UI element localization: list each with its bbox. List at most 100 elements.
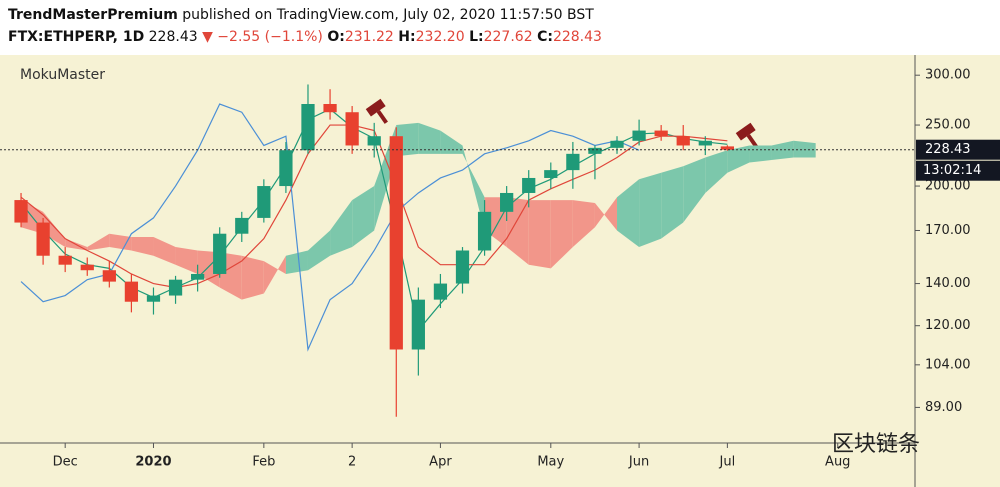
- cloud-segment: [617, 179, 640, 248]
- ohlc-key: C:: [537, 29, 553, 45]
- y-tick-label: 200.00: [925, 179, 971, 194]
- ohlc-key: L:: [469, 29, 484, 45]
- price: 228.43: [148, 29, 198, 45]
- candle-body: [632, 130, 646, 141]
- candle-body: [191, 273, 205, 280]
- cloud-segment: [131, 236, 154, 256]
- candle-body: [477, 211, 492, 251]
- cloud-segment: [109, 233, 132, 251]
- cloud-segment: [594, 197, 618, 231]
- candle-body: [698, 140, 712, 146]
- candle-body: [58, 255, 72, 265]
- candle-body: [146, 295, 161, 302]
- candle-body: [257, 186, 271, 218]
- y-tick-label: 140.00: [925, 276, 971, 291]
- candle-body: [345, 112, 359, 146]
- cloud-segment: [506, 197, 529, 265]
- cloud-segment: [683, 157, 706, 223]
- candle-body: [676, 136, 690, 146]
- cloud-segment: [87, 233, 110, 251]
- candle-body: [654, 130, 668, 137]
- cloud-segment: [418, 122, 441, 154]
- gavel-icon: [365, 98, 388, 124]
- x-tick-label: Aug: [825, 455, 850, 470]
- cloud-segment: [572, 200, 595, 248]
- candle-body: [588, 147, 602, 154]
- header-line: TrendMasterPremium published on TradingV…: [8, 4, 602, 26]
- ohlc-key: H:: [398, 29, 416, 45]
- cloud-segment: [352, 186, 375, 248]
- cloud-segment: [661, 166, 684, 239]
- cloud-segment: [771, 140, 794, 160]
- x-tick-label: 2: [348, 455, 356, 470]
- x-tick-label: Jul: [719, 455, 736, 470]
- candle-body: [80, 264, 94, 271]
- candle-body: [323, 104, 337, 113]
- y-tick-label: 89.00: [925, 400, 962, 415]
- cloud-segment: [241, 255, 264, 300]
- candle-body: [720, 146, 734, 150]
- gavel-icon: [735, 122, 758, 148]
- header: TrendMasterPremium published on TradingV…: [8, 4, 602, 48]
- y-tick-label: 120.00: [925, 318, 971, 333]
- cloud-segment: [550, 200, 573, 269]
- cloud-segment: [639, 172, 662, 248]
- candle-body: [301, 104, 315, 151]
- candle-body: [213, 233, 227, 274]
- cloud-segment: [749, 145, 772, 163]
- cloud-segment: [330, 200, 353, 256]
- candle-body: [500, 192, 514, 212]
- symbol: FTX:ETHPERP, 1D: [8, 29, 145, 45]
- ohlc-value: 231.22: [344, 29, 394, 45]
- watermark: 区块链条: [832, 432, 920, 457]
- author: TrendMasterPremium: [8, 7, 178, 23]
- candle-body: [411, 299, 425, 350]
- candle-body: [433, 283, 448, 300]
- candle-body: [279, 150, 293, 187]
- ohlc-value: 228.43: [552, 29, 602, 45]
- candle-body: [544, 170, 558, 178]
- countdown-box: [916, 160, 1000, 181]
- cloud-segment: [528, 200, 551, 269]
- candle-body: [367, 136, 381, 146]
- candle-body: [14, 200, 28, 223]
- y-tick-label: 104.00: [925, 357, 971, 372]
- cloud-segment: [307, 230, 331, 271]
- candle-body: [36, 222, 50, 256]
- cloud-segment: [793, 140, 816, 158]
- x-tick-label: Jun: [628, 455, 649, 470]
- ohlc-value: 232.20: [415, 29, 465, 45]
- cloud-segment: [153, 236, 176, 265]
- candle-body: [610, 140, 624, 148]
- cloud-segment: [705, 150, 728, 193]
- cloud-segment: [440, 130, 463, 154]
- indicator-label: MokuMaster: [20, 67, 105, 83]
- candle-body: [522, 177, 536, 193]
- x-tick-label: Apr: [429, 455, 452, 470]
- cloud-segment: [727, 145, 750, 173]
- y-tick-label: 170.00: [925, 223, 971, 238]
- axis-background: [915, 55, 1000, 487]
- candle-body: [455, 250, 470, 284]
- countdown-label: 13:02:14: [923, 163, 981, 178]
- cloud-segment: [263, 255, 286, 294]
- header-line: FTX:ETHPERP, 1D 228.43 ▼ −2.55 (−1.1%) O…: [8, 26, 602, 48]
- ohlc-key: O:: [327, 29, 345, 45]
- last-price-label: 228.43: [925, 142, 971, 157]
- y-tick-label: 300.00: [925, 68, 971, 83]
- candle-body: [566, 153, 580, 171]
- cloud-segment: [175, 247, 198, 274]
- x-tick-label: 2020: [135, 455, 171, 470]
- last-price-box: [916, 139, 1000, 160]
- y-tick-label: 250.00: [925, 118, 971, 133]
- cloud-segment: [285, 250, 308, 274]
- candle-body: [389, 136, 403, 350]
- published: published on TradingView.com, July 02, 2…: [182, 7, 594, 23]
- change: ▼ −2.55 (−1.1%): [202, 29, 323, 45]
- x-tick-label: Dec: [53, 455, 78, 470]
- x-tick-label: May: [537, 455, 564, 470]
- candle-body: [235, 217, 249, 234]
- candle-body: [168, 279, 183, 296]
